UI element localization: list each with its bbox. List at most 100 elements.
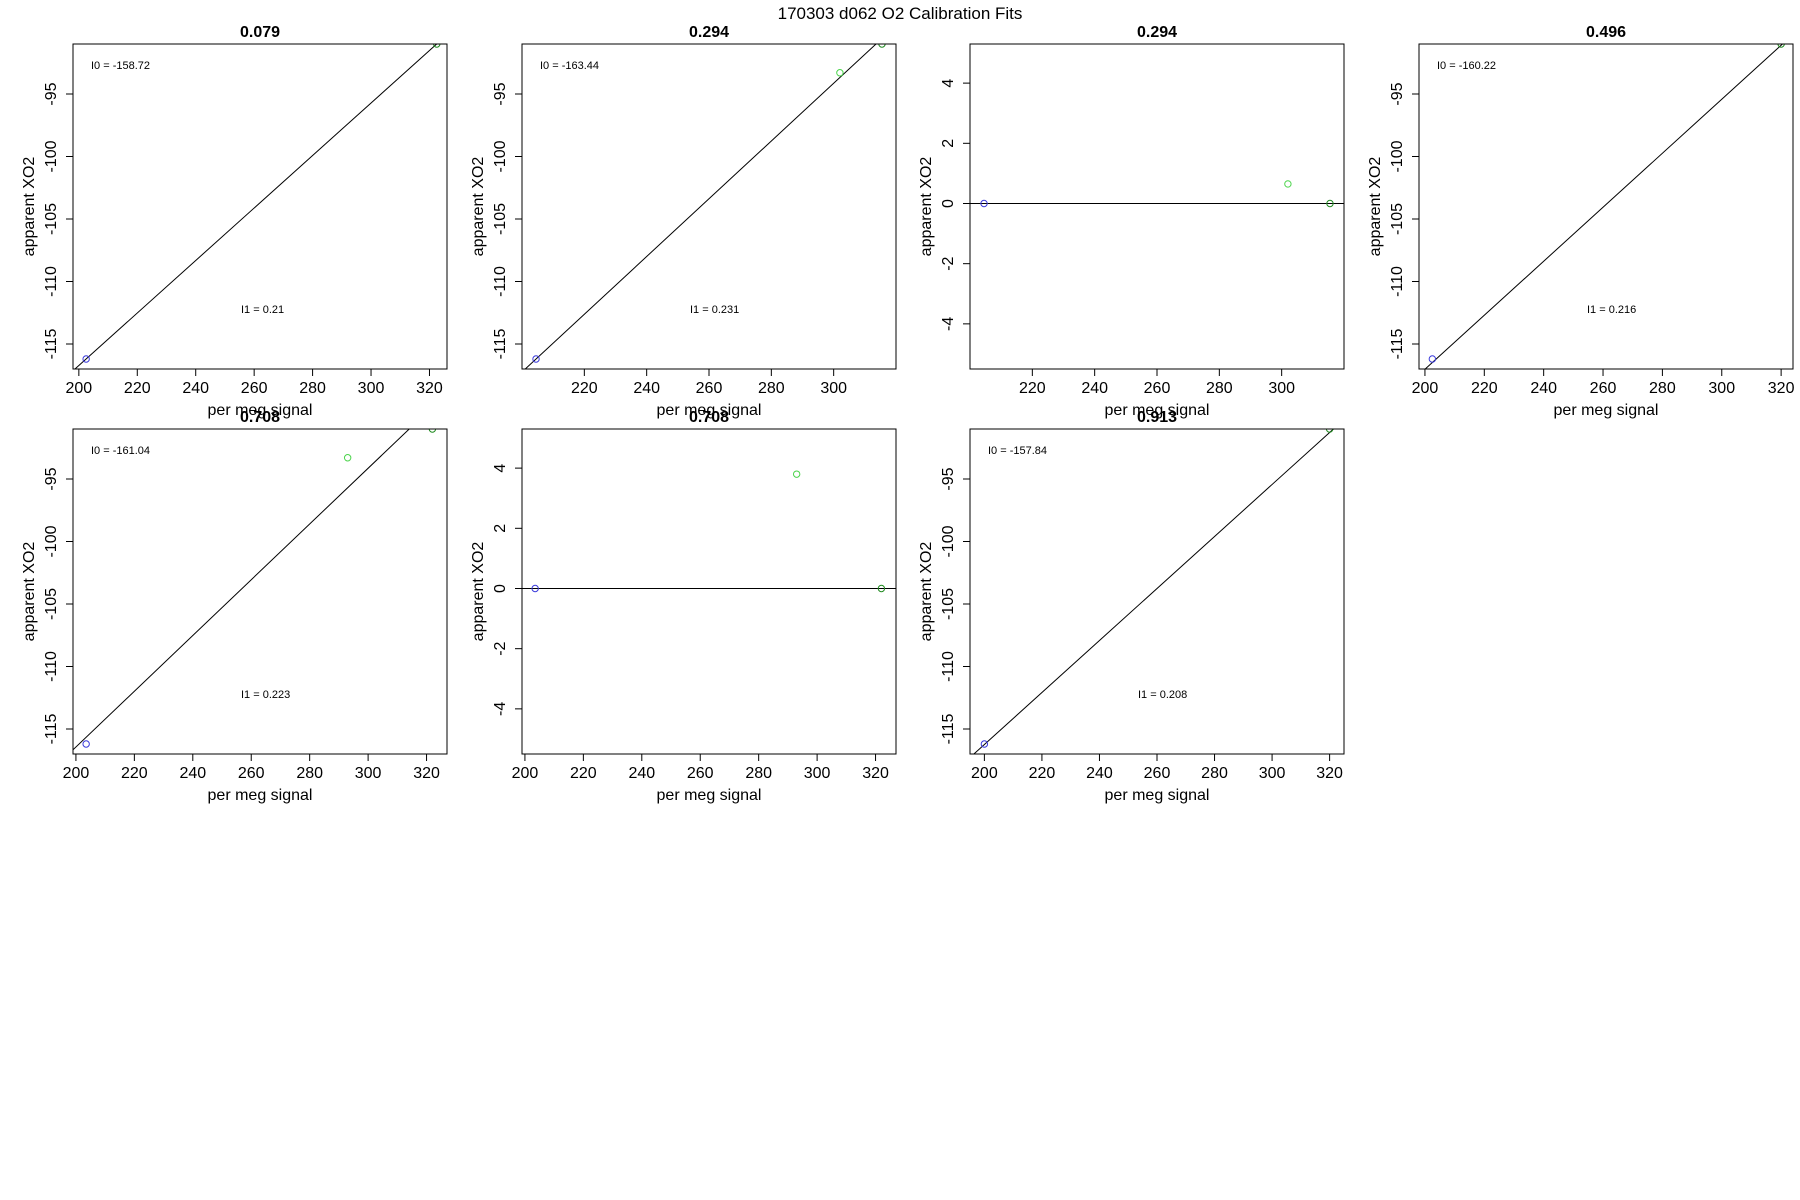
plot-frame [969,428,1345,755]
y-axis-label: apparent XO2 [21,542,38,642]
fit-line-group [522,470,896,593]
chart-panel-6: 0.708 200 220 240 260 280 300 320 -4 -2 0 2 4 per meg… [470,409,897,804]
x-tick-label: 280 [296,765,323,782]
x-tick-label: 280 [299,380,326,397]
x-tick-label: 240 [633,380,660,397]
annotation-i1: I1 = 0.208 [1138,689,1187,701]
panel-title: 0.294 [689,24,729,41]
data-point-1 [980,740,989,748]
data-point-1 [532,355,540,363]
x-axis: 200 220 240 260 280 300 320 [512,754,889,782]
data-point-2 [1284,180,1292,188]
y-tick-label: -4 [492,702,509,716]
x-tick-label: 240 [182,380,209,397]
panel-title: 0.294 [1137,24,1177,41]
panel-title: 0.496 [1586,24,1626,41]
y-tick-label: -105 [1389,203,1406,235]
fit-line-group [524,44,886,369]
x-tick-label: 260 [1590,380,1617,397]
x-tick-label: 200 [971,765,998,782]
y-axis: -115 -110 -105 -100 -95 [43,467,73,744]
y-tick-label: 0 [492,584,509,593]
y-tick-label: -115 [940,713,957,744]
y-tick-label: -115 [492,328,509,359]
x-axis: 200 220 240 260 280 300 320 [1412,369,1795,397]
y-tick-label: -110 [43,266,60,297]
y-axis-label: apparent XO2 [470,157,487,257]
x-axis: 200 220 240 260 280 300 320 [65,369,443,397]
data-point-2 [433,44,441,48]
x-tick-label: 280 [1649,380,1676,397]
x-tick-label: 220 [571,380,598,397]
annotation-i1: I1 = 0.21 [241,304,284,316]
plot-frame [72,428,448,755]
data-point-2 [836,69,844,77]
x-axis-label: per meg signal [1105,787,1210,804]
x-tick-label: 220 [124,380,151,397]
x-tick-label: 220 [1019,380,1046,397]
plot-frame [969,43,1345,370]
y-tick-label: -100 [492,140,509,172]
x-axis-label: per meg signal [208,787,313,804]
fit-line-group [973,429,1335,754]
y-tick-label: -105 [43,588,60,620]
y-tick-label: -115 [1389,328,1406,359]
x-tick-label: 300 [1708,380,1735,397]
fit-line-group [73,429,437,751]
x-tick-label: 220 [121,765,148,782]
y-axis: -115 -110 -105 -100 -95 [43,82,73,359]
x-tick-label: 300 [820,380,847,397]
y-tick-label: -4 [940,317,957,331]
x-tick-label: 300 [1268,380,1295,397]
x-tick-label: 300 [804,765,831,782]
x-tick-label: 320 [1316,765,1343,782]
plot-frame [1418,43,1794,370]
y-tick-label: -95 [940,467,957,490]
annotation-i1: I1 = 0.231 [690,304,739,316]
chart-panel-3: 0.294 220 240 260 280 300 -4 -2 0 2 4 per meg signa… [918,24,1345,419]
x-tick-label: 260 [241,380,268,397]
fit-line [524,44,877,369]
panel-title: 0.708 [240,409,280,426]
y-axis: -115 -110 -105 -100 -95 [1389,82,1419,359]
annotation-i1: I1 = 0.223 [241,689,290,701]
y-tick-label: -115 [43,713,60,744]
y-tick-label: -100 [43,140,60,172]
y-tick-label: 2 [492,524,509,533]
panel-title: 0.708 [689,409,729,426]
x-tick-label: 260 [1144,765,1171,782]
y-axis: -4 -2 0 2 4 [492,464,522,716]
y-tick-label: -2 [492,641,509,655]
y-tick-label: -105 [940,588,957,620]
annotation-i0: I0 = -160.22 [1437,60,1496,72]
x-tick-label: 240 [1081,380,1108,397]
data-point-2 [792,470,801,478]
y-tick-label: -95 [43,82,60,105]
chart-panel-2: 0.294 220 240 260 280 300 -115 -110 -105 -100 -95 p… [470,24,897,419]
x-tick-label: 280 [758,380,785,397]
x-tick-label: 300 [358,380,385,397]
y-tick-label: -100 [1389,140,1406,172]
x-tick-label: 280 [1206,380,1233,397]
y-tick-label: 2 [940,139,957,148]
fit-line [1424,44,1784,369]
x-tick-label: 240 [628,765,655,782]
data-point-1 [1428,355,1437,363]
y-tick-label: -110 [940,651,957,682]
y-tick-label: -105 [492,203,509,235]
data-point-1 [980,199,988,208]
fit-line-group [970,180,1344,208]
annotation-i1: I1 = 0.216 [1587,304,1636,316]
x-axis-label: per meg signal [657,402,762,419]
y-tick-label: -110 [492,266,509,297]
x-tick-label: 220 [1471,380,1498,397]
y-tick-label: -105 [43,203,60,235]
data-point-1 [82,355,90,363]
fit-line-group [1424,44,1785,369]
y-tick-label: -100 [940,525,957,557]
x-axis-label: per meg signal [657,787,762,804]
